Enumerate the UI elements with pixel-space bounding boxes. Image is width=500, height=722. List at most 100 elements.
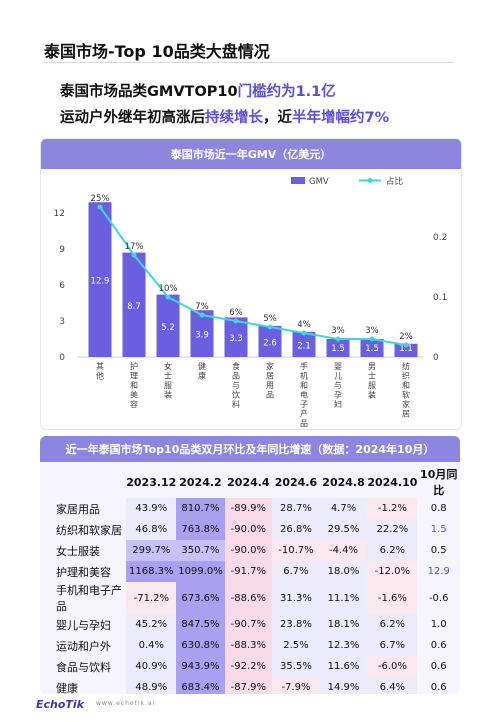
value-cell: -88.3% <box>224 635 273 656</box>
value-cell: -88.6% <box>224 582 273 614</box>
category-cell: 家居用品 <box>56 502 100 516</box>
x-tick-label: 居 <box>266 372 274 381</box>
value-cell: 6.7% <box>272 561 320 582</box>
value-cell: 11.1% <box>319 582 368 614</box>
x-tick-label: 与 <box>334 381 342 390</box>
share-label: 3% <box>365 326 379 336</box>
growth-table-card: 近一年泰国市场Top10品类双月环比及年同比增速（数据：2024年10月） 20… <box>40 436 460 694</box>
column-header: 2023.12 <box>126 475 177 489</box>
value-cell: 683.4% <box>176 677 225 694</box>
x-tick-label: 康 <box>198 371 206 381</box>
y-left-tick-label: 3 <box>59 317 65 327</box>
legend-label-gmv: GMV <box>309 177 329 187</box>
table-row: 纺织和软家居 46.8% 763.8% -90.0% 26.8% 29.5% 22.2% 1.… <box>50 519 460 540</box>
x-tick-label: 用 <box>266 381 274 390</box>
headline-text: 泰国市场品类GMVTOP10 <box>60 84 238 100</box>
share-point <box>403 342 409 348</box>
logo-url: www.echotik.ai <box>96 700 156 707</box>
table-body: 家居用品 43.9% 810.7% -89.9% 28.7% 4.7% -1.2% 0.8 纺织… <box>50 498 460 694</box>
x-tick-label: 机 <box>300 371 308 381</box>
share-label: 3% <box>331 326 345 336</box>
value-cell: 6.2% <box>367 614 418 635</box>
bar-value-label: 3.9 <box>195 331 209 341</box>
value-cell: 18.0% <box>319 561 368 582</box>
value-cell: 6.2% <box>367 540 418 561</box>
gmv-chart-card: 泰国市场近一年GMV（亿美元） 0 3 6 9 12 0 0.1 0.2 12.9 8.7 5.2 3… <box>40 138 462 430</box>
category-cell: 婴儿与孕妇 <box>56 618 111 632</box>
category-cell: 运动和户外 <box>56 639 111 653</box>
legend-swatch-gmv <box>291 177 305 184</box>
column-header: 2024.8 <box>322 475 365 489</box>
x-tick-label: 理 <box>130 372 138 381</box>
value-cell: 1.5 <box>430 524 447 535</box>
value-cell: 31.3% <box>272 582 320 614</box>
value-cell: -91.7% <box>224 561 273 582</box>
x-tick-label: 电 <box>300 390 308 400</box>
gmv-bar <box>360 339 384 357</box>
bar-value-label: 12.9 <box>91 277 110 287</box>
share-line <box>99 206 407 346</box>
gmv-chart: 0 3 6 9 12 0 0.1 0.2 12.9 8.7 5.2 3.9 3.3 2.6 2.1 1.5 1.… <box>54 176 448 428</box>
value-cell: -92.2% <box>224 656 273 677</box>
value-cell: 6.4% <box>367 677 418 694</box>
category-cell: 健康 <box>56 681 78 695</box>
value-cell: 943.9% <box>176 656 225 677</box>
x-tick-label: 与 <box>232 381 240 390</box>
headline-highlight: 门槛约为1.1亿 <box>237 84 336 100</box>
column-header: 10月同比 <box>420 468 458 497</box>
value-cell: 4.7% <box>319 498 368 519</box>
value-cell: -87.9% <box>224 677 273 694</box>
headline-line-2: 运动户外继年初高涨后持续增长，近半年增幅约7% <box>60 106 389 127</box>
value-cell: 0.6 <box>430 640 447 651</box>
table-row: 手机和电子产品 -71.2% 673.6% -88.6% 31.3% 11.1% -1.6%… <box>50 582 460 614</box>
table-row: 护理和美容 1168.3% 1099.0% -91.7% 6.7% 18.0% -12.0%… <box>50 561 460 582</box>
value-cell: 810.7% <box>176 498 225 519</box>
x-tick-label: 品 <box>300 419 308 427</box>
value-cell: 1.0 <box>430 619 447 630</box>
bar-value-label: 2.1 <box>297 341 311 351</box>
x-tick-label: 纺 <box>402 361 410 371</box>
value-cell: 22.2% <box>367 519 418 540</box>
x-tick-label: 品 <box>232 372 240 381</box>
gmv-bar <box>224 317 248 357</box>
bar-value-label: 5.2 <box>161 323 175 333</box>
x-tick-label: 士 <box>164 371 172 381</box>
value-cell: 23.8% <box>272 614 320 635</box>
value-cell: 18.1% <box>319 614 368 635</box>
headline-highlight: 半年增幅约7% <box>292 110 390 126</box>
bar-value-label: 1.5 <box>331 344 345 354</box>
value-cell: 847.5% <box>176 614 225 635</box>
x-tick-label: 装 <box>368 390 376 400</box>
value-cell: -1.6% <box>367 582 418 614</box>
gmv-bar <box>258 325 282 357</box>
share-label: 2% <box>399 332 413 342</box>
share-point <box>97 204 103 210</box>
value-cell: -12.0% <box>367 561 418 582</box>
value-cell: 40.9% <box>126 656 177 677</box>
x-tick-label: 他 <box>96 371 104 381</box>
value-cell: -6.0% <box>367 656 418 677</box>
value-cell: -4.4% <box>319 540 368 561</box>
x-tick-label: 食 <box>232 361 240 371</box>
column-header: 2024.2 <box>179 475 222 489</box>
column-header: 2024.6 <box>274 475 318 489</box>
echotik-logo: EchoTik <box>36 698 85 711</box>
value-cell: -10.7% <box>272 540 320 561</box>
x-tick-label: 居 <box>402 410 410 419</box>
table-row: 女士服装 299.7% 350.7% -90.0% -10.7% -4.4% 6.2% 0.5 <box>50 540 460 561</box>
share-point <box>369 336 375 342</box>
value-cell: 350.7% <box>176 540 225 561</box>
category-cell: 护理和美容 <box>56 565 111 579</box>
headline-text: 运动户外继年初高涨后 <box>60 110 205 126</box>
value-cell: 0.4% <box>126 635 177 656</box>
table-title: 近一年泰国市场Top10品类双月环比及年同比增速（数据：2024年10月） <box>40 436 460 462</box>
x-tick-label: 服 <box>164 381 172 390</box>
x-tick-label: 和 <box>402 381 410 390</box>
share-point <box>301 330 307 336</box>
headline-highlight: 持续增长 <box>205 110 263 126</box>
x-tick-label: 男 <box>368 362 376 371</box>
gmv-bar <box>122 252 146 357</box>
page-title: 泰国市场-Top 10品类大盘情况 <box>44 42 270 61</box>
x-tick-label: 和 <box>130 381 138 390</box>
x-tick-label: 料 <box>232 399 240 409</box>
